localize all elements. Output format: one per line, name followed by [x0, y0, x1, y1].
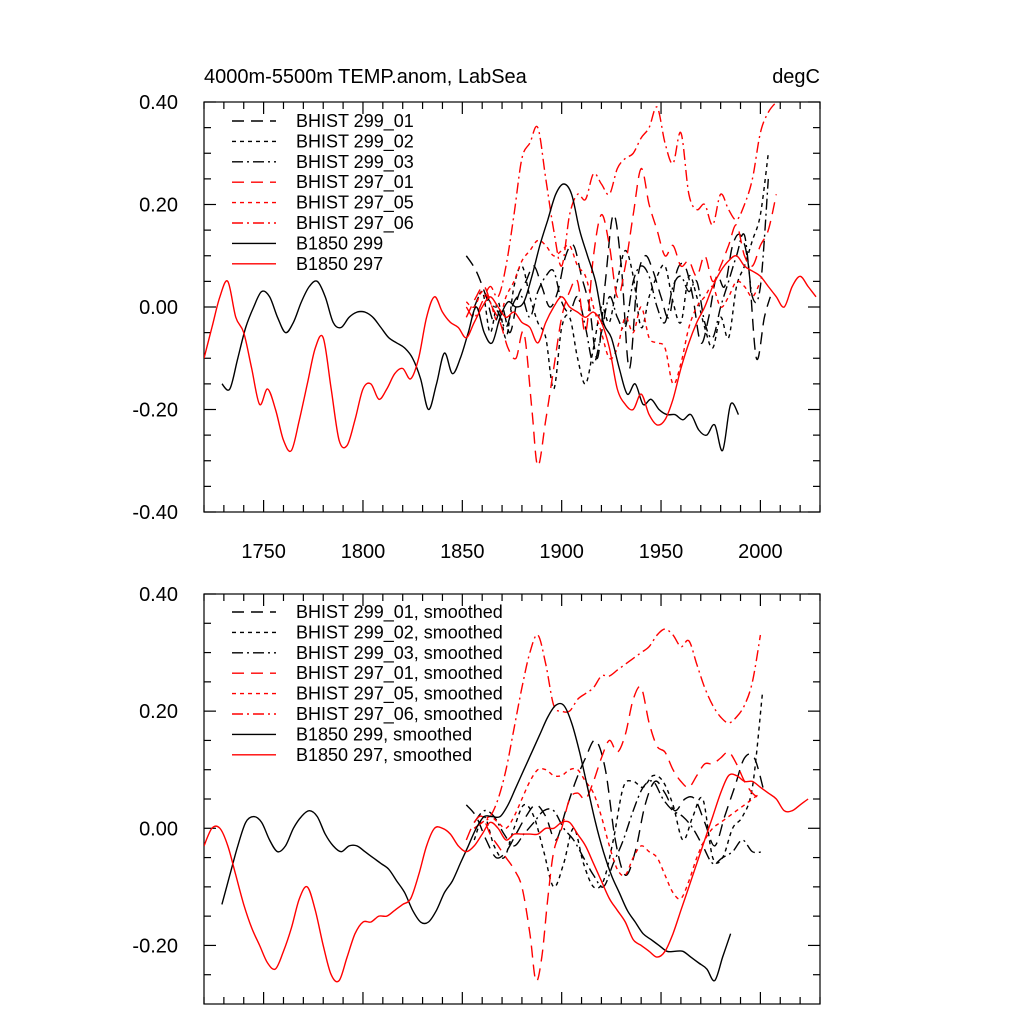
bottom-lines [204, 628, 809, 983]
series-line [221, 183, 740, 452]
legend-label: BHIST 299_03, smoothed [296, 643, 503, 664]
top-ticks: -0.40 -0.20 0.00 0.20 0.40 1750 1800 1850 1900 19… [132, 92, 821, 563]
legend-label: BHIST 299_03 [296, 152, 414, 173]
series-line [465, 739, 766, 876]
series-line [221, 702, 732, 982]
legend-label: BHIST 297_06, smoothed [296, 704, 503, 725]
legend-label: BHIST 297_05, smoothed [296, 684, 503, 705]
series-line [465, 167, 777, 467]
x-tick-label: 1850 [440, 541, 485, 563]
legend-label: BHIST 297_01, smoothed [296, 663, 503, 684]
series-line [473, 628, 762, 829]
x-tick-label: 1800 [341, 541, 386, 563]
y-tick-label: 0.20 [139, 701, 178, 723]
top-panel: 4000m-5500m TEMP.anom, LabSea degC -0.40… [132, 66, 821, 563]
legend-label: BHIST 299_01, smoothed [296, 602, 503, 623]
legend-label: BHIST 297_01 [296, 172, 414, 193]
legend-label: B1850 299 [296, 233, 383, 253]
legend-label: B1850 297, smoothed [296, 745, 472, 765]
series-line [473, 767, 761, 900]
top-lines [204, 102, 817, 467]
legend-label: B1850 297 [296, 254, 383, 274]
series-line [465, 239, 762, 385]
x-tick-label: 1900 [539, 541, 584, 563]
x-tick-label: 1750 [241, 541, 286, 563]
series-line [473, 780, 763, 888]
top-chart-title: 4000m-5500m TEMP.anom, LabSea [204, 66, 528, 88]
y-tick-label: -0.20 [132, 935, 178, 957]
y-tick-label: 0.00 [139, 297, 178, 319]
legend-label: BHIST 297_05 [296, 193, 414, 214]
x-tick-label: 1950 [639, 541, 684, 563]
y-tick-label: 0.40 [139, 584, 178, 606]
x-tick-label: 2000 [738, 541, 783, 563]
legend-label: BHIST 297_06 [296, 213, 414, 234]
y-tick-label: 0.40 [139, 92, 178, 114]
y-tick-label: 0.00 [139, 818, 178, 840]
bottom-ticks: -0.20 0.00 0.20 0.40 [132, 584, 821, 1004]
series-line [465, 686, 761, 982]
series-line [204, 773, 809, 983]
y-tick-label: 0.20 [139, 195, 178, 217]
y-tick-label: -0.40 [132, 502, 178, 524]
series-line [204, 254, 817, 453]
y-tick-label: -0.20 [132, 400, 178, 422]
series-line [473, 693, 764, 890]
legend-label: B1850 299, smoothed [296, 724, 472, 744]
bottom-panel: -0.20 0.00 0.20 0.40 BHIST 299_01, smoothed… [132, 584, 821, 1005]
series-line [473, 178, 769, 365]
legend-label: BHIST 299_02 [296, 131, 414, 152]
series-line [471, 153, 769, 390]
legend-label: BHIST 299_02, smoothed [296, 622, 503, 643]
series-line [465, 102, 777, 318]
top-chart-units: degC [772, 66, 820, 88]
legend-label: BHIST 299_01 [296, 111, 414, 132]
